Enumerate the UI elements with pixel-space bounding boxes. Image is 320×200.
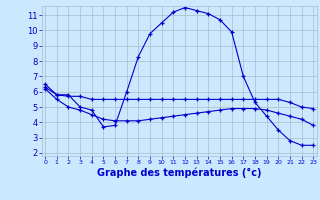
X-axis label: Graphe des températures (°c): Graphe des températures (°c) [97,168,261,178]
